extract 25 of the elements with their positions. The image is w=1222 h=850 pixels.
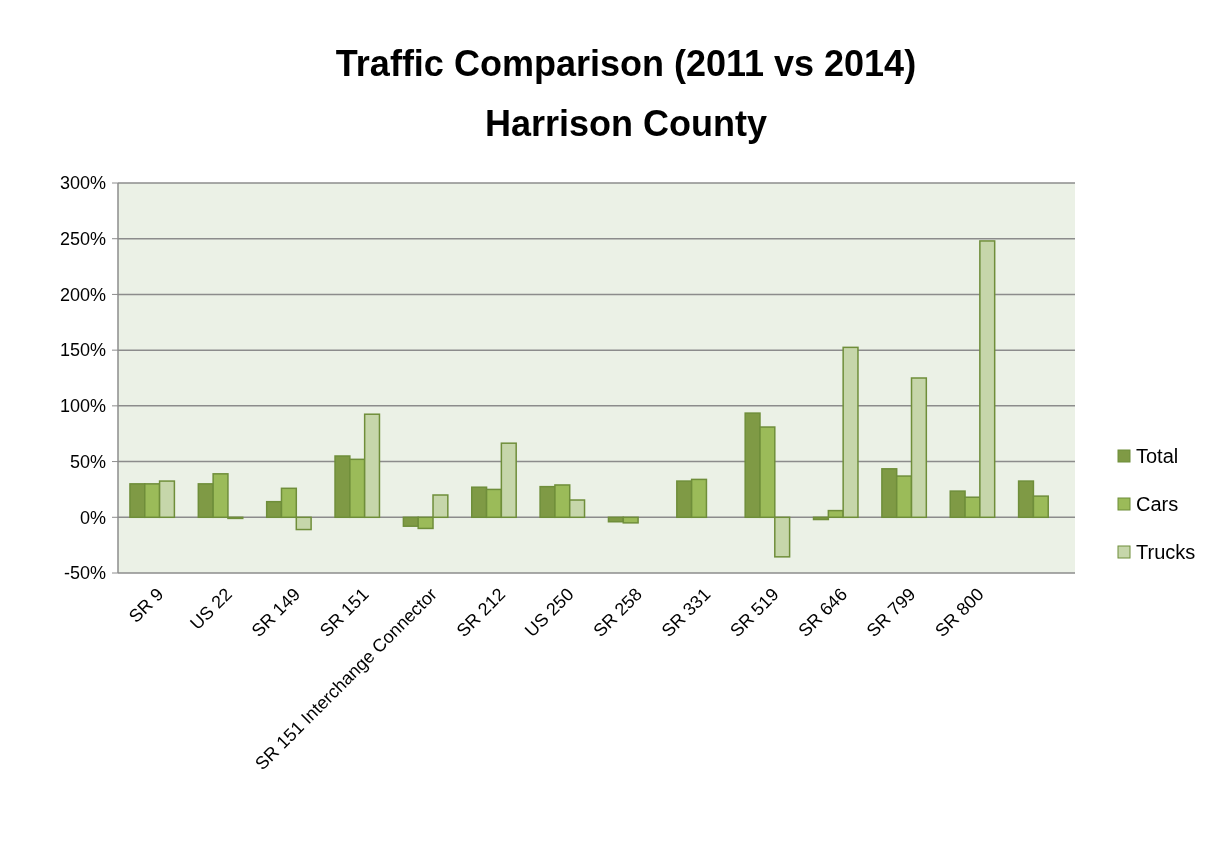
legend-label: Total bbox=[1136, 445, 1179, 467]
y-tick-label: -50% bbox=[63, 563, 106, 584]
y-tick-label: 250% bbox=[59, 229, 106, 250]
x-tick-label: SR 9 bbox=[125, 584, 168, 627]
chart-title: Traffic Comparison (2011 vs 2014) bbox=[335, 43, 917, 84]
x-tick-label: SR 799 bbox=[862, 584, 920, 641]
y-tick-label: 150% bbox=[59, 340, 106, 361]
y-tick-label: 0% bbox=[79, 507, 106, 528]
x-tick-label: SR 331 bbox=[657, 584, 715, 641]
legend-label: Cars bbox=[1136, 493, 1179, 515]
x-tick-label: SR 519 bbox=[726, 584, 783, 641]
y-tick-label: 300% bbox=[59, 173, 106, 194]
x-tick-label: SR 212 bbox=[452, 584, 510, 641]
x-tick-label: SR 151 bbox=[315, 584, 373, 641]
x-tick-label: SR 258 bbox=[589, 584, 646, 641]
x-tick-label: US 250 bbox=[521, 584, 578, 641]
y-tick-label: 200% bbox=[59, 284, 106, 305]
x-tick-label: SR 149 bbox=[247, 584, 305, 641]
chart-subtitle: Harrison County bbox=[484, 103, 768, 144]
x-tick-label: SR 646 bbox=[794, 584, 852, 641]
legend-label: Trucks bbox=[1136, 541, 1196, 563]
y-tick-label: 50% bbox=[69, 451, 106, 472]
y-tick-label: 100% bbox=[59, 396, 106, 417]
x-tick-label: SR 800 bbox=[931, 584, 988, 641]
x-tick-label: US 22 bbox=[186, 584, 236, 634]
